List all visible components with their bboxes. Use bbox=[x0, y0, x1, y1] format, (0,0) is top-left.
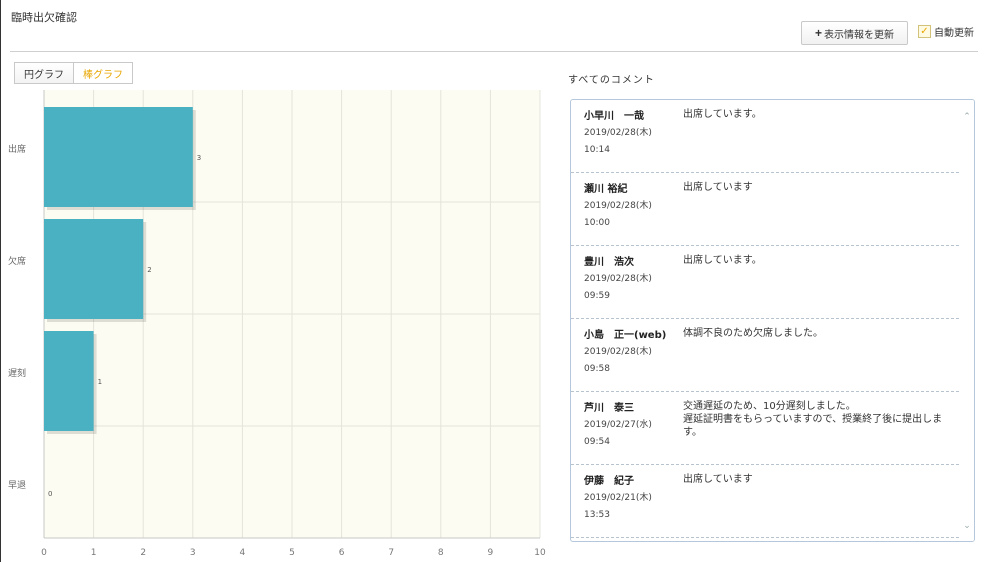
header-divider bbox=[10, 51, 978, 52]
x-tick-label: 6 bbox=[339, 548, 345, 558]
data-label: 3 bbox=[197, 154, 201, 162]
comment-item: 芦川 泰三 2019/02/27(水) 09:54 交通遅延のため、10分遅刻し… bbox=[571, 392, 974, 465]
comment-item: 小島 正一(web) 2019/02/28(木) 09:58 体調不良のため欠席… bbox=[571, 319, 974, 392]
x-tick-label: 9 bbox=[488, 548, 494, 558]
tab-pie-chart[interactable]: 円グラフ bbox=[14, 62, 74, 84]
comment-item: 小早川 一哉 2019/02/28(木) 10:14 出席しています。 bbox=[571, 100, 974, 173]
bar bbox=[44, 331, 94, 431]
comment-time: 10:14 bbox=[584, 145, 610, 155]
comment-date: 2019/02/28(木) bbox=[584, 201, 652, 211]
data-label: 0 bbox=[48, 490, 52, 498]
auto-refresh-checkbox[interactable]: ✓ bbox=[918, 25, 931, 38]
x-tick-label: 3 bbox=[190, 548, 196, 558]
comment-text: 出席しています bbox=[683, 182, 753, 193]
chart-type-tabs: 円グラフ 棒グラフ bbox=[14, 62, 133, 84]
comment-date: 2019/02/27(水) bbox=[584, 420, 652, 430]
data-label: 2 bbox=[147, 266, 151, 274]
comment-text: 交通遅延のため、10分遅刻しました。 遅延証明書をもらっていますので、授業終了後… bbox=[683, 401, 943, 438]
x-tick-label: 1 bbox=[91, 548, 97, 558]
comments-panel[interactable]: 小早川 一哉 2019/02/28(木) 10:14 出席しています。 瀬川 裕… bbox=[570, 99, 975, 542]
comment-author: 小早川 一哉 bbox=[584, 111, 644, 122]
comment-item: 瀬川 裕紀 2019/02/28(木) 10:00 出席しています bbox=[571, 173, 974, 246]
comment-date: 2019/02/28(木) bbox=[584, 347, 652, 357]
comments-scrollbar[interactable]: ⌃ ⌄ bbox=[960, 100, 974, 541]
category-label: 出席 bbox=[8, 143, 26, 155]
x-tick-label: 10 bbox=[534, 548, 546, 558]
comment-author: 小島 正一(web) bbox=[584, 330, 667, 341]
comment-item: 伊藤 紀子 2019/02/21(木) 13:53 出席しています bbox=[571, 465, 974, 538]
chevron-down-icon[interactable]: ⌄ bbox=[963, 521, 971, 531]
comment-time: 09:54 bbox=[584, 437, 610, 447]
comment-author: 芦川 泰三 bbox=[584, 403, 634, 414]
data-label: 1 bbox=[98, 378, 102, 386]
left-frame-border bbox=[0, 0, 1, 562]
comment-time: 09:59 bbox=[584, 291, 610, 301]
comment-author: 瀬川 裕紀 bbox=[584, 184, 628, 195]
x-tick-label: 8 bbox=[438, 548, 444, 558]
comments-title: すべてのコメント bbox=[568, 75, 655, 86]
auto-refresh-toggle[interactable]: ✓ 自動更新 bbox=[918, 24, 974, 39]
x-tick-label: 0 bbox=[41, 548, 47, 558]
x-tick-label: 4 bbox=[240, 548, 246, 558]
comment-time: 13:53 bbox=[584, 510, 610, 520]
bar bbox=[44, 219, 144, 319]
comment-time: 10:00 bbox=[584, 218, 610, 228]
attendance-bar-chart: 3 出席 2 欠席 1 遅刻 0 早退 0 1 2 3 4 5 6 7 8 9 10 bbox=[8, 90, 546, 558]
x-tick-label: 5 bbox=[289, 548, 295, 558]
refresh-button[interactable]: + 表示情報を更新 bbox=[801, 21, 908, 45]
x-tick-label: 2 bbox=[140, 548, 146, 558]
category-label: 欠席 bbox=[8, 255, 26, 267]
plus-icon: + bbox=[814, 26, 822, 40]
comment-text: 出席しています。 bbox=[683, 255, 762, 266]
page-title: 臨時出欠確認 bbox=[11, 11, 77, 24]
comment-author: 豊川 浩次 bbox=[584, 257, 634, 268]
comment-author: 伊藤 紀子 bbox=[584, 476, 634, 487]
refresh-button-label: 表示情報を更新 bbox=[824, 29, 894, 41]
category-label: 早退 bbox=[8, 480, 26, 491]
comment-date: 2019/02/28(木) bbox=[584, 274, 652, 284]
category-label: 遅刻 bbox=[8, 367, 26, 379]
comment-date: 2019/02/21(木) bbox=[584, 493, 652, 503]
auto-refresh-label: 自動更新 bbox=[934, 28, 974, 39]
comment-text: 出席しています bbox=[683, 474, 753, 485]
chevron-up-icon[interactable]: ⌃ bbox=[963, 112, 971, 122]
tab-bar-chart[interactable]: 棒グラフ bbox=[74, 62, 133, 84]
x-tick-label: 7 bbox=[388, 548, 394, 558]
comment-date: 2019/02/28(木) bbox=[584, 128, 652, 138]
comment-text: 体調不良のため欠席しました。 bbox=[683, 328, 823, 339]
bar bbox=[44, 107, 193, 207]
comment-text: 出席しています。 bbox=[683, 109, 762, 120]
comment-time: 09:58 bbox=[584, 364, 610, 374]
comment-item: 豊川 浩次 2019/02/28(木) 09:59 出席しています。 bbox=[571, 246, 974, 319]
